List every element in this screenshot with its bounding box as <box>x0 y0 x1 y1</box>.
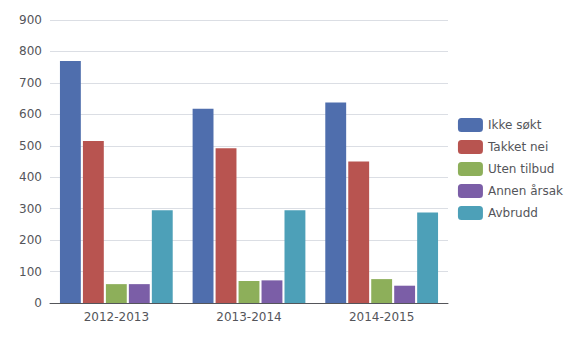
svg-text:400: 400 <box>19 170 42 184</box>
svg-text:600: 600 <box>19 107 42 121</box>
svg-text:2012-2013: 2012-2013 <box>84 310 149 324</box>
svg-text:Uten tilbud: Uten tilbud <box>488 162 555 176</box>
svg-text:100: 100 <box>19 265 42 279</box>
svg-text:700: 700 <box>19 76 42 90</box>
svg-text:200: 200 <box>19 233 42 247</box>
svg-text:500: 500 <box>19 139 42 153</box>
svg-text:2014-2015: 2014-2015 <box>349 310 414 324</box>
svg-text:0: 0 <box>34 296 42 310</box>
svg-text:300: 300 <box>19 202 42 216</box>
svg-text:Avbrudd: Avbrudd <box>488 206 538 220</box>
svg-text:Takket nei: Takket nei <box>487 140 548 154</box>
svg-text:900: 900 <box>19 13 42 27</box>
svg-text:Ikke søkt: Ikke søkt <box>488 118 542 132</box>
svg-text:2013-2014: 2013-2014 <box>216 310 281 324</box>
svg-text:800: 800 <box>19 44 42 58</box>
svg-text:Annen årsak: Annen årsak <box>488 184 563 198</box>
